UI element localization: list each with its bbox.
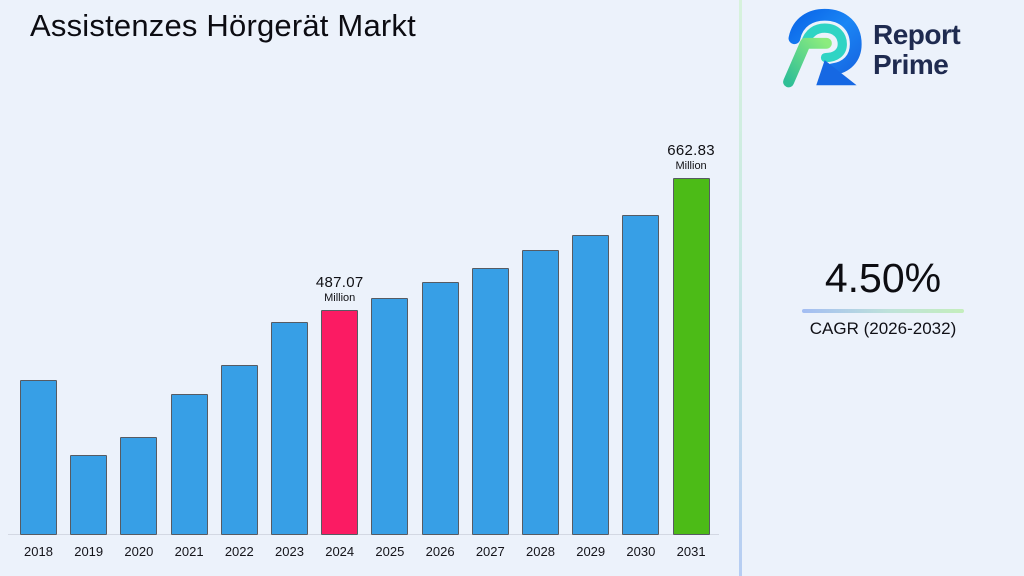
bar-2028[interactable] (522, 250, 559, 535)
bar-2029[interactable] (572, 235, 610, 535)
x-tick-2021: 2021 (174, 544, 204, 559)
chart-plot: 2018 2019 2020 2021 2022 2023 487.07 Million 202… (8, 142, 719, 559)
bar-2026[interactable] (421, 282, 459, 535)
bar-datalabel-2031: 662.83 Million (636, 142, 746, 172)
cagr-caption: CAGR (2026-2032) (809, 319, 957, 338)
logo-text-line1: Report (873, 19, 961, 51)
x-tick-2027: 2027 (475, 544, 505, 559)
logo-text-line2: Prime (873, 49, 949, 80)
x-tick-2022: 2022 (224, 544, 254, 559)
vertical-divider (739, 0, 742, 576)
bar-2031[interactable] (672, 178, 710, 535)
x-tick-2019: 2019 (74, 544, 104, 559)
x-tick-2018: 2018 (24, 544, 53, 559)
bar-2030[interactable] (622, 215, 660, 535)
bar-2024[interactable] (321, 310, 359, 535)
report-prime-logo: Report Prime (781, 8, 961, 92)
x-tick-2026: 2026 (425, 544, 455, 559)
bar-2021[interactable] (170, 394, 208, 535)
x-axis-line (8, 534, 719, 535)
report-prime-logo-text: Report Prime (873, 19, 961, 80)
bar-datalabel-value: 662.83 (667, 142, 715, 159)
cagr-panel: 4.50% CAGR (2026-2032) (763, 255, 1003, 339)
x-tick-2023: 2023 (275, 544, 304, 559)
x-tick-2024: 2024 (325, 544, 355, 559)
bar-2019[interactable] (70, 455, 108, 535)
bar-datalabel-unit: Million (675, 160, 707, 172)
bar-datalabel-value: 487.07 (315, 274, 364, 291)
x-tick-2025: 2025 (375, 544, 405, 559)
bar-datalabel-2024: 487.07 Million (285, 274, 395, 304)
page-title: Assistenzes Hörgerät Markt (30, 8, 416, 43)
bar-2018[interactable] (20, 380, 57, 535)
x-tick-2031: 2031 (676, 544, 706, 559)
x-tick-2029: 2029 (576, 544, 606, 559)
x-tick-2020: 2020 (124, 544, 154, 559)
cagr-value: 4.50% (824, 255, 942, 301)
cagr-underline (802, 309, 964, 313)
report-prime-logo-icon (783, 8, 862, 88)
x-tick-2030: 2030 (626, 544, 656, 559)
bar-2025[interactable] (371, 298, 409, 535)
bar-2027[interactable] (471, 268, 509, 535)
bar-2020[interactable] (120, 437, 158, 535)
bar-datalabel-unit: Million (324, 292, 356, 304)
bar-2022[interactable] (220, 365, 258, 535)
x-tick-2028: 2028 (526, 544, 555, 559)
bar-2023[interactable] (271, 322, 308, 535)
